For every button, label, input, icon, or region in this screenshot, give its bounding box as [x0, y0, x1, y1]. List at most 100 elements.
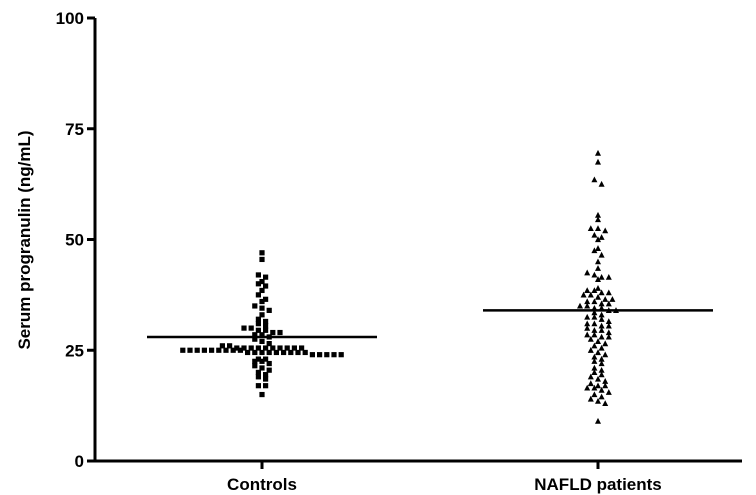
- nafld-point: [591, 384, 598, 391]
- control-point: [227, 343, 233, 349]
- nafld-point: [598, 393, 605, 400]
- nafld-point: [591, 320, 598, 327]
- nafld-point: [595, 265, 601, 271]
- control-point: [263, 296, 269, 302]
- nafld-point: [587, 347, 594, 353]
- control-point: [223, 347, 229, 353]
- nafld-point: [587, 225, 594, 232]
- control-point: [255, 374, 261, 380]
- nafld-point: [602, 378, 609, 384]
- control-point: [252, 336, 258, 342]
- y-axis-ticks: 0 25 50 75 100: [56, 9, 95, 471]
- nafld-point: [584, 384, 591, 391]
- category-labels: Controls NAFLD patients: [227, 461, 662, 494]
- nafld-point: [605, 322, 612, 329]
- nafld-point: [598, 366, 605, 373]
- nafld-point: [591, 342, 598, 349]
- nafld-point: [591, 369, 598, 375]
- control-point: [255, 369, 261, 375]
- control-point: [263, 274, 269, 280]
- nafld-point: [605, 318, 612, 325]
- nafld-point: [602, 351, 609, 358]
- nafld-point: [577, 302, 583, 309]
- nafld-point: [591, 313, 598, 320]
- data-points: [180, 149, 619, 424]
- nafld-point: [598, 311, 605, 318]
- control-point: [273, 349, 279, 356]
- control-point: [263, 383, 269, 389]
- control-point: [255, 356, 261, 362]
- nafld-point: [591, 247, 598, 254]
- control-point: [180, 347, 186, 353]
- control-point: [245, 349, 251, 356]
- nafld-point: [587, 395, 594, 402]
- control-point: [237, 347, 243, 353]
- y-tick-label: 75: [65, 120, 84, 139]
- control-point: [259, 338, 265, 344]
- control-point: [263, 318, 269, 325]
- control-point: [270, 329, 276, 336]
- control-point: [266, 334, 272, 340]
- control-point: [284, 345, 290, 351]
- control-point: [219, 343, 225, 349]
- nafld-point: [598, 234, 605, 240]
- control-point: [194, 347, 200, 353]
- nafld-point: [598, 304, 605, 311]
- control-point: [241, 345, 247, 351]
- nafld-point: [595, 258, 601, 265]
- control-point: [263, 283, 269, 289]
- nafld-point: [587, 291, 594, 298]
- control-point: [266, 367, 272, 373]
- nafld-point: [584, 324, 591, 331]
- control-point: [338, 352, 344, 358]
- control-point: [302, 349, 308, 356]
- control-point: [255, 321, 261, 327]
- control-point: [309, 352, 315, 358]
- nafld-point: [598, 316, 605, 322]
- nafld-point: [584, 269, 591, 276]
- control-point: [266, 349, 272, 356]
- control-point: [255, 292, 261, 298]
- y-axis-title: Serum progranulin (ng/mL): [15, 130, 34, 349]
- nafld-point: [598, 322, 605, 329]
- control-point: [252, 363, 258, 369]
- nafld-point: [595, 236, 601, 243]
- nafld-point: [595, 349, 601, 356]
- nafld-point: [602, 400, 609, 407]
- nafld-point: [595, 245, 601, 251]
- control-point: [263, 345, 269, 351]
- nafld-point: [591, 231, 598, 238]
- nafld-point: [591, 391, 598, 398]
- nafld-point: [613, 307, 619, 313]
- nafld-point: [598, 355, 605, 362]
- control-point: [259, 358, 265, 364]
- control-point: [259, 391, 265, 398]
- nafld-point: [605, 307, 612, 313]
- control-point: [259, 278, 265, 285]
- nafld-point: [591, 304, 598, 311]
- control-point: [299, 345, 305, 351]
- nafld-point: [591, 331, 598, 338]
- nafld-point: [605, 300, 612, 307]
- control-point: [263, 327, 269, 333]
- control-point: [281, 349, 287, 356]
- nafld-point: [591, 327, 598, 333]
- control-point: [230, 347, 236, 353]
- control-point: [209, 347, 215, 353]
- control-point: [252, 358, 258, 364]
- nafld-point: [595, 417, 601, 424]
- nafld-point: [591, 176, 598, 183]
- control-point: [252, 332, 258, 338]
- control-point: [255, 327, 261, 333]
- nafld-point: [598, 371, 605, 378]
- nafld-point: [598, 180, 605, 187]
- nafld-point: [595, 293, 601, 300]
- control-point: [216, 347, 222, 353]
- control-point: [252, 303, 258, 309]
- nafld-point: [595, 276, 601, 282]
- nafld-point: [602, 382, 609, 389]
- control-point: [277, 329, 283, 336]
- nafld-point: [595, 397, 601, 404]
- nafld-point: [587, 373, 594, 380]
- nafld-point: [598, 333, 605, 340]
